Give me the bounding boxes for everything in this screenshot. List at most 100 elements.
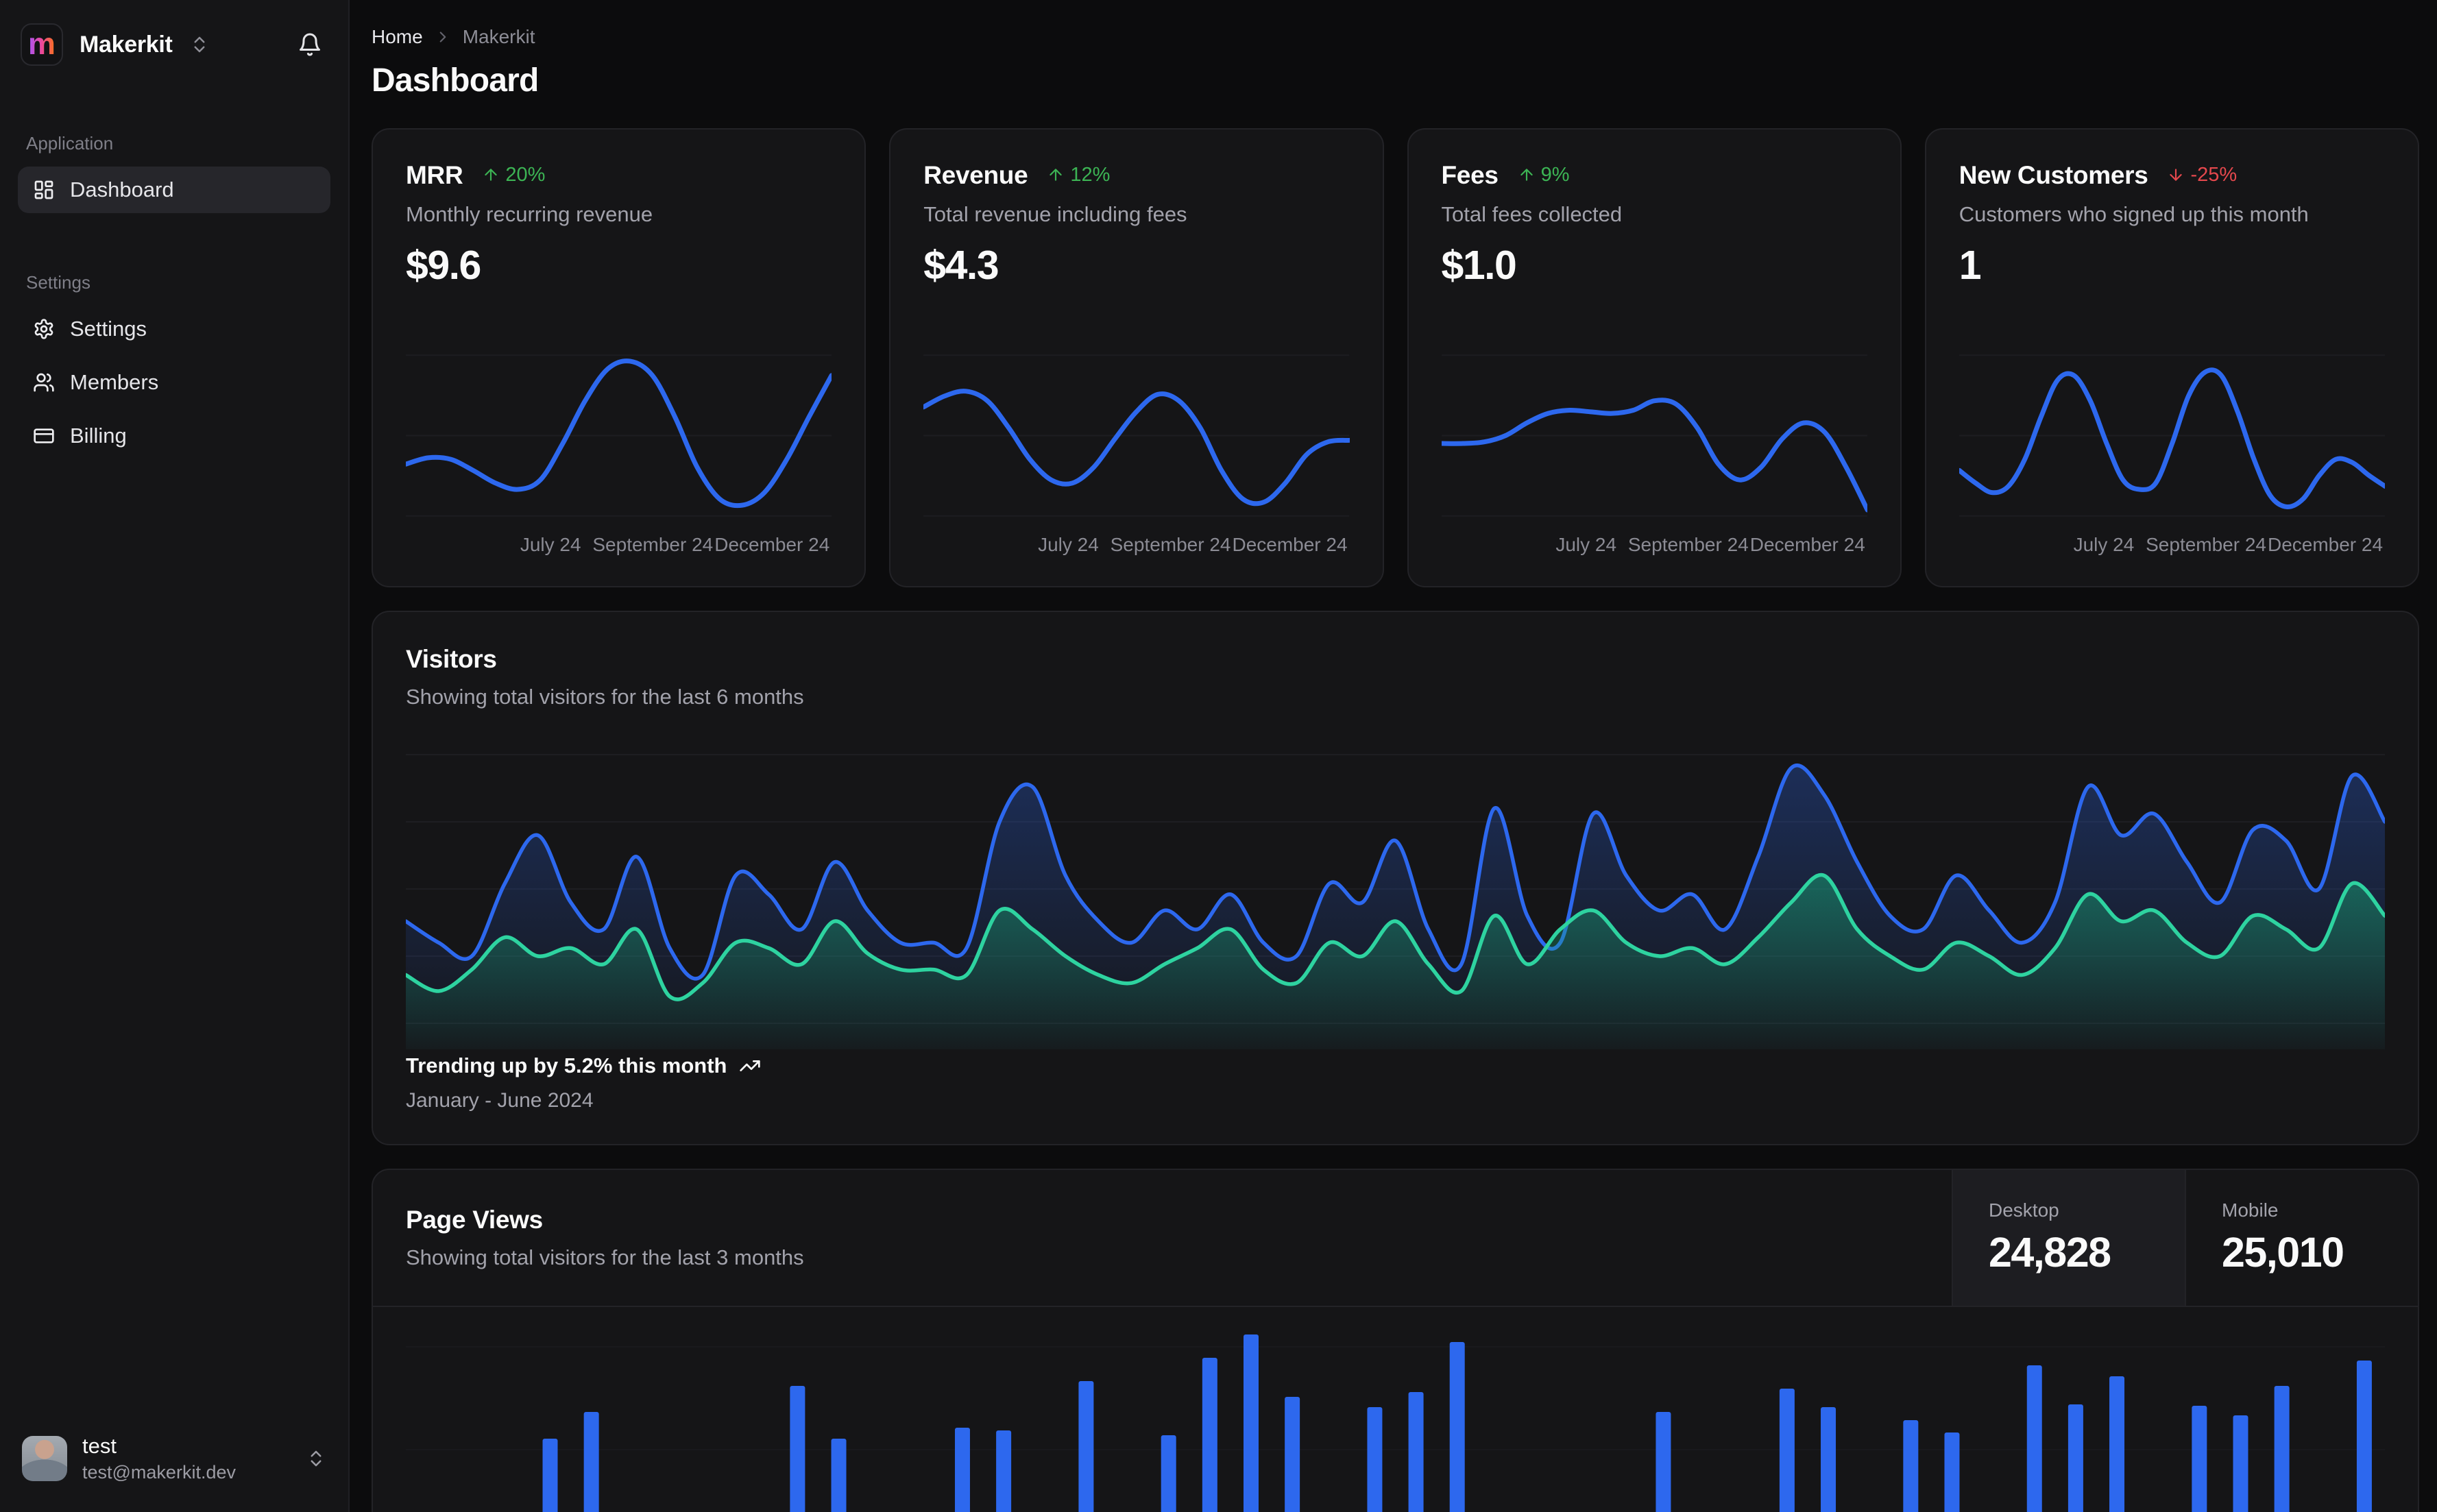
stat-description: Total fees collected xyxy=(1441,202,1623,226)
sidebar: m Makerkit Application Dashboard Setting… xyxy=(0,0,350,1512)
sparkline-x-axis: July 24 September 24 December 24 xyxy=(1959,534,2385,560)
svg-text:m: m xyxy=(28,26,56,61)
x-tick: December 24 xyxy=(1749,534,1865,555)
trending-up-icon xyxy=(739,1055,761,1077)
user-email: test@makerkit.dev xyxy=(82,1462,236,1483)
makerkit-logo-icon: m xyxy=(28,26,56,61)
x-tick: July 24 xyxy=(2073,534,2135,555)
stat-value: 1 xyxy=(1959,243,1982,288)
stat-card-mrr: MRR 20% Monthly recurring revenue $9.6 J… xyxy=(372,128,866,587)
page-views-toggle-group: Desktop 24,828 Mobile 25,010 xyxy=(1952,1170,2418,1306)
chevron-right-icon xyxy=(434,28,452,46)
arrow-up-icon xyxy=(1050,169,1063,181)
trend-badge: 12% xyxy=(1047,164,1110,186)
x-tick: September 24 xyxy=(1110,534,1231,555)
sidebar-item-label: Dashboard xyxy=(70,178,174,202)
visitors-title: Visitors xyxy=(406,645,497,673)
stat-card-new-customers: New Customers -25% Customers who signed … xyxy=(1924,128,2419,587)
stat-title: Revenue xyxy=(923,161,1028,189)
workspace-name: Makerkit xyxy=(80,31,173,58)
notifications-button[interactable] xyxy=(292,27,328,62)
stat-card-revenue: Revenue 12% Total revenue including fees… xyxy=(889,128,1384,587)
toggle-value: 25,010 xyxy=(2222,1229,2344,1276)
sidebar-nav-settings: Settings Members Billing xyxy=(18,306,330,459)
chevrons-up-down-icon xyxy=(306,1448,326,1469)
visitors-area-chart[interactable] xyxy=(406,752,2385,1053)
makerkit-logo: m xyxy=(21,23,63,66)
page-views-card: Page Views Showing total visitors for th… xyxy=(372,1169,2419,1512)
page-views-toggle-desktop[interactable]: Desktop 24,828 xyxy=(1952,1170,2185,1306)
x-tick: December 24 xyxy=(2267,534,2384,555)
page-views-bar-chart[interactable] xyxy=(406,1308,2385,1512)
page-views-header: Page Views Showing total visitors for th… xyxy=(373,1170,2418,1307)
page-views-toggle-mobile[interactable]: Mobile 25,010 xyxy=(2185,1170,2418,1306)
sidebar-section-application: Application xyxy=(26,133,114,154)
sidebar-nav-application: Dashboard xyxy=(18,167,330,213)
sidebar-item-billing[interactable]: Billing xyxy=(18,413,330,459)
x-tick: December 24 xyxy=(714,534,830,555)
new-customers-sparkline-chart xyxy=(1959,354,2385,517)
toggle-value: 24,828 xyxy=(1989,1229,2111,1276)
trend-badge: 20% xyxy=(482,164,545,186)
mrr-sparkline-chart xyxy=(406,354,832,517)
billing-icon xyxy=(33,425,55,447)
arrow-up-icon xyxy=(1520,169,1533,181)
sidebar-item-label: Billing xyxy=(70,424,127,448)
arrow-up-icon xyxy=(485,169,498,181)
sidebar-section-settings: Settings xyxy=(26,272,90,293)
breadcrumb-current: Makerkit xyxy=(462,26,535,47)
sidebar-item-label: Members xyxy=(70,370,159,394)
fees-sparkline-chart xyxy=(1441,354,1867,517)
visitors-footer: Trending up by 5.2% this month January -… xyxy=(406,1053,2385,1112)
page-views-title: Page Views xyxy=(406,1206,543,1234)
page-title: Dashboard xyxy=(372,62,539,99)
user-menu[interactable]: test test@makerkit.dev xyxy=(18,1428,330,1489)
sidebar-item-label: Settings xyxy=(70,317,147,341)
stat-description: Monthly recurring revenue xyxy=(406,202,653,226)
stat-value: $4.3 xyxy=(923,243,999,288)
x-tick: September 24 xyxy=(592,534,714,555)
stat-title: New Customers xyxy=(1959,161,2148,189)
toggle-label: Desktop xyxy=(1989,1199,2059,1221)
stat-cards-row: MRR 20% Monthly recurring revenue $9.6 J… xyxy=(372,128,2419,587)
breadcrumb-home-link[interactable]: Home xyxy=(372,26,423,47)
stat-value: $9.6 xyxy=(406,243,481,288)
sparkline-x-axis: July 24 September 24 December 24 xyxy=(406,534,832,560)
stat-title: MRR xyxy=(406,161,463,189)
chevrons-up-down-icon xyxy=(189,34,210,55)
user-info: test test@makerkit.dev xyxy=(82,1434,236,1483)
x-tick: July 24 xyxy=(1038,534,1099,555)
page-views-subtitle: Showing total visitors for the last 3 mo… xyxy=(406,1245,804,1269)
sidebar-item-settings[interactable]: Settings xyxy=(18,306,330,352)
dashboard-icon xyxy=(33,179,55,201)
settings-icon xyxy=(33,318,55,340)
trend-badge: -25% xyxy=(2167,164,2237,186)
visitors-trend-text: Trending up by 5.2% this month xyxy=(406,1053,727,1077)
members-icon xyxy=(33,371,55,393)
visitors-card: Visitors Showing total visitors for the … xyxy=(372,611,2419,1145)
visitors-date-range: January - June 2024 xyxy=(406,1089,594,1112)
x-tick: July 24 xyxy=(1555,534,1617,555)
user-name: test xyxy=(82,1434,117,1458)
stat-description: Customers who signed up this month xyxy=(1959,202,2309,226)
stat-card-fees: Fees 9% Total fees collected $1.0 July 2… xyxy=(1407,128,1902,587)
toggle-label: Mobile xyxy=(2222,1199,2279,1221)
breadcrumb: Home Makerkit xyxy=(372,26,2419,48)
x-tick: December 24 xyxy=(1232,534,1348,555)
user-avatar xyxy=(22,1436,67,1481)
stat-description: Total revenue including fees xyxy=(923,202,1187,226)
workspace-selector[interactable]: m Makerkit xyxy=(18,19,330,70)
sparkline-x-axis: July 24 September 24 December 24 xyxy=(1442,534,1867,560)
bell-icon xyxy=(300,33,320,56)
stat-title: Fees xyxy=(1441,161,1499,189)
visitors-subtitle: Showing total visitors for the last 6 mo… xyxy=(406,685,804,709)
x-tick: July 24 xyxy=(520,534,581,555)
sidebar-item-dashboard[interactable]: Dashboard xyxy=(18,167,330,213)
main-content: Home Makerkit Dashboard MRR 20% Monthly … xyxy=(350,0,2437,1512)
sidebar-item-members[interactable]: Members xyxy=(18,359,330,406)
sidebar-spacer xyxy=(18,459,330,1428)
revenue-sparkline-chart xyxy=(923,354,1350,517)
x-tick: September 24 xyxy=(1627,534,1749,555)
stat-value: $1.0 xyxy=(1441,243,1517,288)
